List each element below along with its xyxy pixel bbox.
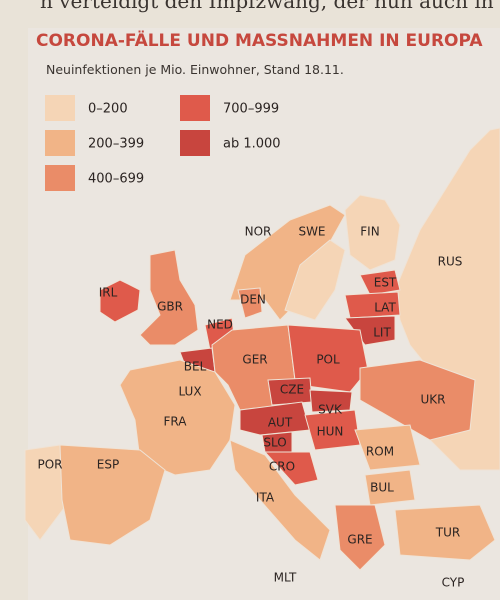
country-shape xyxy=(229,439,331,561)
country-label: UKR xyxy=(421,393,446,407)
country-label: NOR xyxy=(245,225,272,239)
legend-label: ab 1.000 xyxy=(223,137,281,152)
country-label: IRL xyxy=(99,286,118,300)
country-label: GER xyxy=(242,353,267,367)
country-shape xyxy=(304,409,361,451)
map-title: CORONA-FÄLLE UND MASSNAHMEN IN EUROPA xyxy=(36,29,483,51)
country-shape xyxy=(344,291,401,319)
country-shape xyxy=(364,469,416,506)
map-subtitle: Neuinfektionen je Mio. Einwohner, Stand … xyxy=(46,62,344,77)
legend-swatch xyxy=(45,95,75,121)
country-label: SVK xyxy=(318,403,343,417)
country-label: CRO xyxy=(269,460,295,474)
country-label: ITA xyxy=(256,491,275,505)
country-label: LIT xyxy=(373,326,391,340)
country-label: NED xyxy=(207,318,233,332)
country-label: POL xyxy=(316,353,340,367)
country-label: GRE xyxy=(347,533,372,547)
country-shape xyxy=(119,359,236,476)
land xyxy=(24,127,500,571)
country-shape xyxy=(139,249,199,346)
legend-swatch xyxy=(180,95,210,121)
country-shape xyxy=(237,287,263,319)
country-label: SWE xyxy=(298,225,325,239)
country-shape xyxy=(284,239,346,321)
country-label: AUT xyxy=(268,416,293,430)
country-shape xyxy=(344,194,401,271)
country-label: FIN xyxy=(360,225,379,239)
country-label: RUS xyxy=(438,255,463,269)
legend-swatch xyxy=(45,130,75,156)
country-label: CZE xyxy=(280,383,304,397)
legend-swatch xyxy=(180,130,210,156)
legend-label: 0–200 xyxy=(88,102,128,117)
legend-label: 700–999 xyxy=(223,102,279,117)
country-labels: NOR SWE FIN RUS EST LAT LIT IRL GBR DEN NED BEL GER P… xyxy=(37,225,464,590)
country-label: CYP xyxy=(442,576,465,590)
country-label: LUX xyxy=(178,385,201,399)
legend-label: 200–399 xyxy=(88,137,144,152)
country-label: HUN xyxy=(317,425,344,439)
country-shape xyxy=(394,504,496,561)
country-shape xyxy=(99,279,141,323)
country-label: FRA xyxy=(164,415,188,429)
country-label: DEN xyxy=(240,293,266,307)
article-text: n verteidigt den Impfzwang, der nun auch… xyxy=(40,0,500,13)
country-label: ESP xyxy=(97,458,119,472)
country-shape xyxy=(359,269,401,296)
country-shape xyxy=(263,451,319,486)
legend: 0–200 200–399 400–699 700–999 ab 1.000 xyxy=(45,95,281,191)
legend-swatch xyxy=(45,165,75,191)
country-shape xyxy=(354,424,421,471)
country-label: TUR xyxy=(435,526,460,540)
legend-label: 400–699 xyxy=(88,172,144,187)
country-label: LAT xyxy=(374,301,396,315)
country-label: GBR xyxy=(157,300,183,314)
country-shape xyxy=(59,444,166,546)
country-label: MLT xyxy=(274,571,297,585)
country-shape xyxy=(359,359,476,441)
country-label: BUL xyxy=(370,481,394,495)
country-label: BEL xyxy=(184,360,207,374)
country-label: EST xyxy=(374,276,397,290)
country-label: SLO xyxy=(263,436,286,450)
country-label: POR xyxy=(37,458,62,472)
country-shape xyxy=(334,504,386,571)
country-label: ROM xyxy=(366,445,394,459)
country-shape xyxy=(24,444,71,541)
